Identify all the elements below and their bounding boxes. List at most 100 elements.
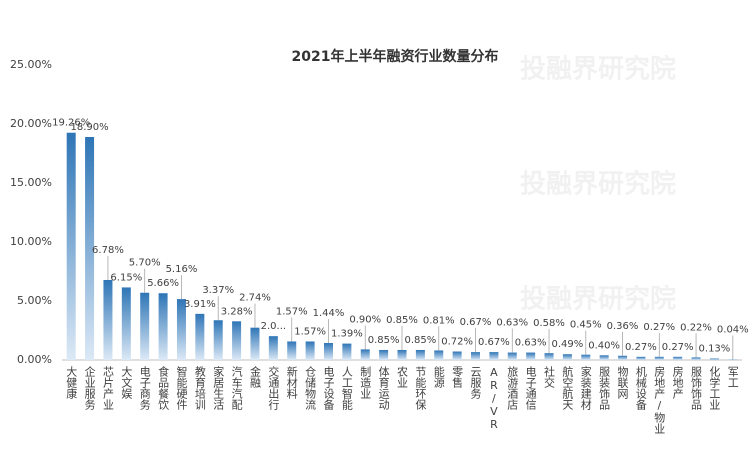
x-tick-label: 物联网 [616,365,629,400]
x-tick-label: AR/VR [487,366,500,431]
x-tick-label: 企业服务 [83,365,96,410]
data-label: 0.67% [460,317,492,328]
bar [673,356,683,360]
x-tick-label: 服饰饰品 [690,366,703,410]
x-tick-label: 家装建材 [579,365,592,410]
watermark: 投融界研究院 [520,169,676,200]
data-label: 6.78% [92,245,124,256]
bar [434,350,444,360]
bar [507,352,517,360]
bar [526,352,536,360]
x-tick-label: 服装饰品 [598,366,611,410]
x-tick-label: 教育培训 [193,366,206,411]
x-tick-label: 芯片产业 [101,365,114,410]
bar [379,349,389,360]
data-label: 3.37% [202,285,234,296]
y-tick-label: 10.00% [10,235,52,248]
data-label: 0.58% [533,318,565,329]
x-tick-label: 房地产 [671,366,684,400]
data-label: 5.16% [166,264,198,275]
data-label: 1.57% [276,306,308,317]
bar [213,320,223,360]
bar [195,313,205,360]
data-label: 1.57% [294,326,326,337]
y-tick-label: 0.00% [17,353,52,366]
x-tick-label: 体育运动 [377,365,390,410]
data-label: 0.04% [717,325,749,336]
x-tick-label: 社交 [543,365,556,389]
data-label: 5.70% [129,258,161,269]
bar [176,299,186,360]
bar [158,293,168,360]
data-label: 1.44% [313,308,345,319]
data-label: 6.15% [110,272,142,283]
x-tick-label: 汽车汽配 [230,365,243,410]
bar [323,343,333,360]
data-label: 0.85% [404,335,436,346]
y-tick-label: 15.00% [10,176,52,189]
bar [305,341,315,360]
x-tick-label: 交通出行 [267,365,280,411]
x-tick-label: 人工智能 [340,366,353,411]
bar [654,356,664,360]
bar [342,343,352,360]
y-tick-label: 5.00% [17,294,52,307]
data-label: 1.39% [331,329,363,340]
data-label: 0.81% [423,315,455,326]
x-tick-label: 新材料 [285,365,298,400]
data-label: 5.66% [147,278,179,289]
watermark: 投融界研究院 [520,54,676,85]
bar [452,351,462,360]
bar [415,349,425,360]
bar [250,327,260,360]
x-tick-label: 旅游酒店 [506,365,519,410]
bar [287,341,297,360]
data-label: 0.72% [441,337,473,348]
x-tick-label: 节能环保 [414,366,427,411]
bar [397,349,407,360]
data-label: 3.91% [184,299,216,310]
data-label: 0.27% [625,342,657,353]
bar [599,355,609,360]
bar [232,321,242,360]
bar [121,287,131,360]
bar [85,136,95,360]
x-tick-label: 云服务 [469,366,482,399]
x-tick-label: 军工 [726,366,739,388]
watermark: 投融界研究院 [520,284,676,315]
data-label: 0.63% [496,318,528,329]
data-label: 18.90% [70,122,108,133]
bar [66,132,76,360]
x-tick-label: 电子设备 [322,366,335,411]
data-label: 0.36% [607,321,639,332]
bar [471,352,481,360]
x-tick-label: 航空航天 [561,365,574,411]
bar [103,279,113,360]
x-tick-label: 能源 [432,365,445,389]
chart-title: 2021年上半年融资行业数量分布 [292,48,499,65]
x-tick-label: 制造业 [359,366,372,399]
bar [691,357,701,360]
bar [636,356,646,360]
data-label: 0.85% [386,315,418,326]
bar [709,358,719,360]
x-tick-label: 化学工业 [708,365,721,410]
data-label: 0.85% [368,335,400,346]
x-tick-label: 电子通信 [524,366,537,411]
x-tick-label: 零售 [451,366,464,389]
x-tick-label: 大健康 [65,365,78,399]
bar [581,354,591,360]
data-label: 0.90% [349,314,381,325]
data-label: 0.22% [680,322,712,333]
data-label: 0.49% [552,339,584,350]
data-label: 0.67% [478,337,510,348]
bar [562,354,572,360]
y-tick-label: 20.00% [10,117,52,130]
data-label: 3.28% [221,306,253,317]
x-tick-label: 仓储物流 [304,365,317,410]
x-tick-label: 家居生活 [212,365,225,411]
bar [360,349,370,360]
data-label: 2.74% [239,293,271,304]
x-tick-label: 农业 [396,365,409,388]
